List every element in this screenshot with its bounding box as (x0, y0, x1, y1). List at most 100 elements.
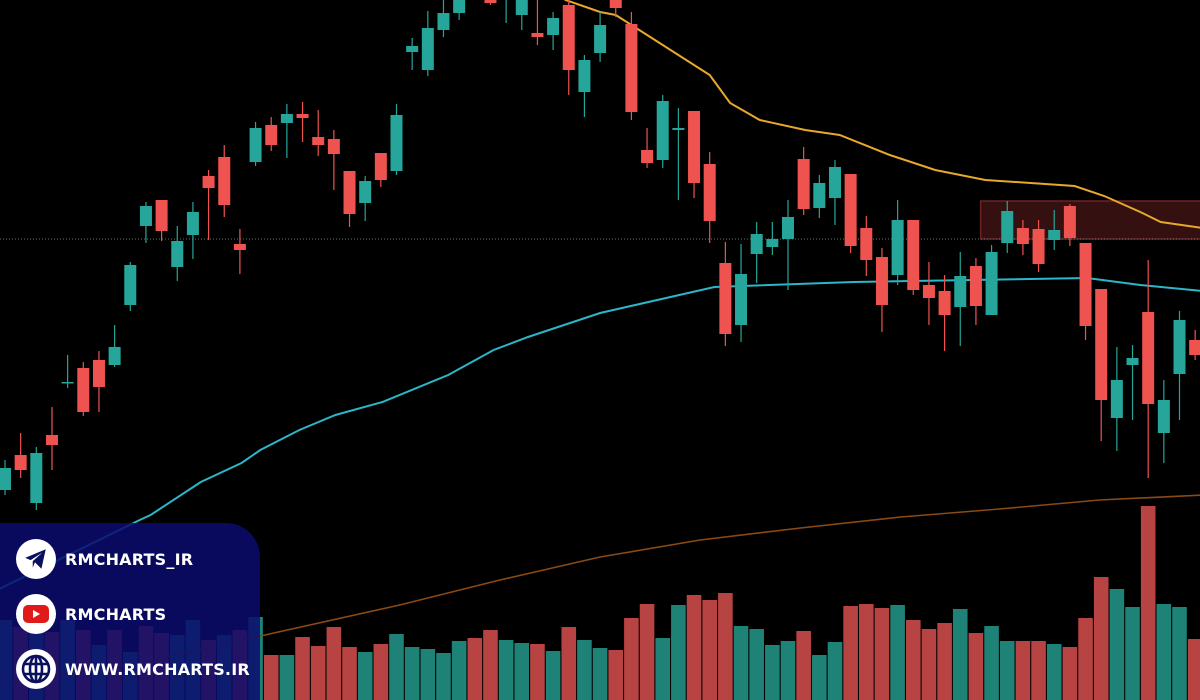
volume-bar (514, 643, 530, 700)
candle-up (891, 220, 904, 275)
candle-down (343, 171, 356, 214)
volume-bar (702, 600, 717, 700)
volume-bar (999, 641, 1015, 700)
candle-down (562, 5, 575, 70)
candle-up (782, 217, 794, 239)
volume-bar (295, 637, 310, 700)
candle-down (327, 139, 340, 154)
candle-up (1110, 380, 1123, 418)
candle-up (985, 252, 998, 315)
candle-down (77, 368, 90, 412)
volume-bar (608, 650, 624, 700)
volume-bar (890, 605, 905, 700)
candle-down (860, 228, 873, 260)
volume-bar (968, 633, 984, 700)
volume-bar (686, 595, 702, 700)
candle-up (1001, 211, 1014, 243)
website-link[interactable]: WWW.RMCHARTS.IR (16, 649, 250, 689)
candle-up (124, 265, 137, 305)
candle-down (45, 435, 58, 445)
candle-down (1063, 206, 1076, 238)
candle-up (1173, 320, 1186, 374)
candle-down (719, 263, 732, 334)
volume-bar (545, 651, 561, 700)
candles (0, 0, 1200, 510)
candle-up (954, 276, 967, 307)
volume-bar (263, 655, 279, 700)
candle-down (312, 137, 325, 145)
candle-down (1016, 228, 1029, 244)
volume-bar (1031, 641, 1046, 700)
youtube-link[interactable]: RMCHARTS (16, 594, 166, 634)
volume-bar (483, 630, 498, 700)
candle-down (265, 125, 278, 145)
volume-bar (1109, 589, 1125, 700)
candle-down (14, 455, 27, 470)
candle-up (390, 115, 403, 171)
volume-bar (1062, 647, 1078, 700)
candle-down (296, 114, 309, 118)
volume-bar (655, 638, 671, 700)
volume-bar (733, 626, 749, 700)
candle-down (484, 0, 497, 3)
candle-down (969, 266, 982, 306)
volume-bar (952, 609, 968, 700)
candle-up (186, 212, 199, 235)
volume-bar (592, 648, 608, 700)
youtube-icon (16, 594, 56, 634)
volume-bar (937, 623, 952, 700)
candle-down (688, 111, 701, 183)
candle-up (139, 206, 152, 226)
candle-down (374, 153, 387, 180)
candle-up (30, 453, 43, 503)
candle-up (0, 468, 11, 490)
volume-bar (1093, 577, 1109, 700)
telegram-link[interactable]: RMCHARTS_IR (16, 539, 193, 579)
youtube-label: RMCHARTS (65, 604, 167, 624)
volume-bar (796, 631, 811, 700)
candle-up (672, 128, 685, 130)
volume-bar (905, 620, 921, 700)
candle-up (656, 101, 669, 160)
candle-up (1157, 400, 1170, 433)
volume-bar (921, 629, 937, 700)
volume-bar (765, 645, 780, 700)
volume-bar (639, 604, 655, 700)
candle-down (1095, 289, 1108, 400)
candle-down (641, 150, 654, 163)
telegram-label: RMCHARTS_IR (65, 549, 194, 569)
telegram-icon (16, 539, 56, 579)
volume-bar (373, 644, 389, 700)
volume-bar (843, 606, 858, 700)
globe-icon (16, 649, 56, 689)
candle-up (437, 13, 450, 30)
candle-up (453, 0, 466, 13)
candle-up (515, 0, 528, 15)
candle-down (233, 244, 246, 250)
candle-up (249, 128, 262, 162)
volume-bar (420, 649, 436, 700)
volume-bar (624, 618, 639, 700)
candle-up (1048, 230, 1061, 240)
candle-up (61, 382, 74, 384)
candle-down (92, 360, 105, 387)
candle-down (609, 0, 622, 8)
candle-up (813, 183, 826, 208)
candle-down (155, 200, 168, 231)
candle-up (766, 239, 779, 247)
volume-bar (874, 608, 890, 700)
candle-down (1032, 229, 1045, 264)
volume-bar (404, 647, 420, 700)
candle-down (703, 164, 716, 221)
volume-bar (1015, 641, 1031, 700)
supply-zone (979, 200, 1200, 240)
candle-down (1189, 340, 1200, 355)
candle-down (938, 291, 951, 315)
ma-fast-line (563, 0, 1200, 229)
volume-bar (1046, 644, 1062, 700)
volume-bar (812, 655, 827, 700)
volume-bar (310, 646, 326, 700)
zone-rect (979, 200, 1200, 240)
candle-down (1079, 243, 1092, 326)
volume-bar (498, 640, 514, 700)
